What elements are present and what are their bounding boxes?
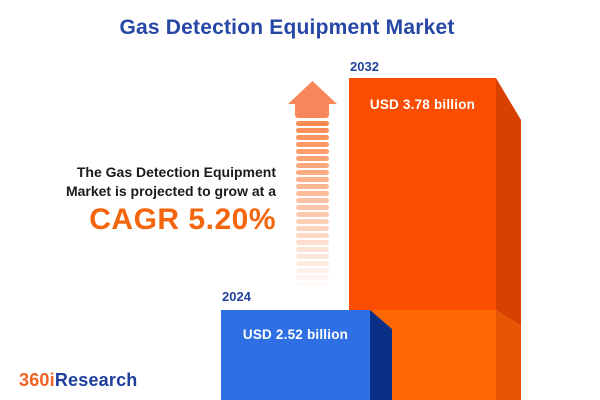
growth-arrow-up-icon [288, 81, 337, 118]
arrow-stripe [296, 191, 329, 196]
arrow-stripe [296, 170, 329, 175]
arrow-stripe [296, 268, 329, 273]
growth-description: The Gas Detection Equipment Market is pr… [0, 163, 276, 236]
arrow-stripe [296, 233, 329, 238]
arrow-stripe [296, 212, 329, 217]
bar-2024 [221, 310, 370, 400]
arrow-stripe [296, 226, 329, 231]
arrow-stripe [296, 282, 329, 287]
bar-label-2024: 2024 [222, 289, 251, 304]
bar-2024-side-face [370, 310, 392, 400]
arrow-stripe [296, 156, 329, 161]
arrow-stripe [296, 184, 329, 189]
arrow-stripe [296, 247, 329, 252]
bar-2032-side-face [496, 78, 521, 400]
arrow-stripe [296, 275, 329, 280]
bar-value-2032: USD 3.78 billion [369, 97, 476, 112]
logo-360iresearch: 360iResearch [19, 370, 138, 391]
description-line-1: The Gas Detection Equipment [76, 164, 276, 180]
arrow-stripe [296, 163, 329, 168]
arrow-stripe [296, 128, 329, 133]
arrow-stripe [296, 177, 329, 182]
arrow-stripe [296, 142, 329, 147]
arrow-fade-stripes [296, 121, 329, 289]
page-title: Gas Detection Equipment Market [119, 16, 455, 39]
arrow-stripe [296, 205, 329, 210]
arrow-stripe [296, 121, 329, 126]
logo-prefix: 360i [19, 370, 55, 390]
arrow-stripe [296, 149, 329, 154]
arrow-stripe [296, 135, 329, 140]
cagr-value: CAGR 5.20% [89, 203, 276, 236]
description-line-2: Market is projected to grow at a [65, 183, 276, 199]
arrow-stripe [296, 261, 329, 266]
logo-suffix: Research [54, 370, 138, 390]
arrow-stripe [296, 240, 329, 245]
arrow-stripe [296, 254, 329, 259]
bar-label-2032: 2032 [350, 59, 379, 74]
arrow-stripe [296, 198, 329, 203]
bar-value-2024: USD 2.52 billion [242, 327, 349, 342]
arrow-stripe [296, 219, 329, 224]
